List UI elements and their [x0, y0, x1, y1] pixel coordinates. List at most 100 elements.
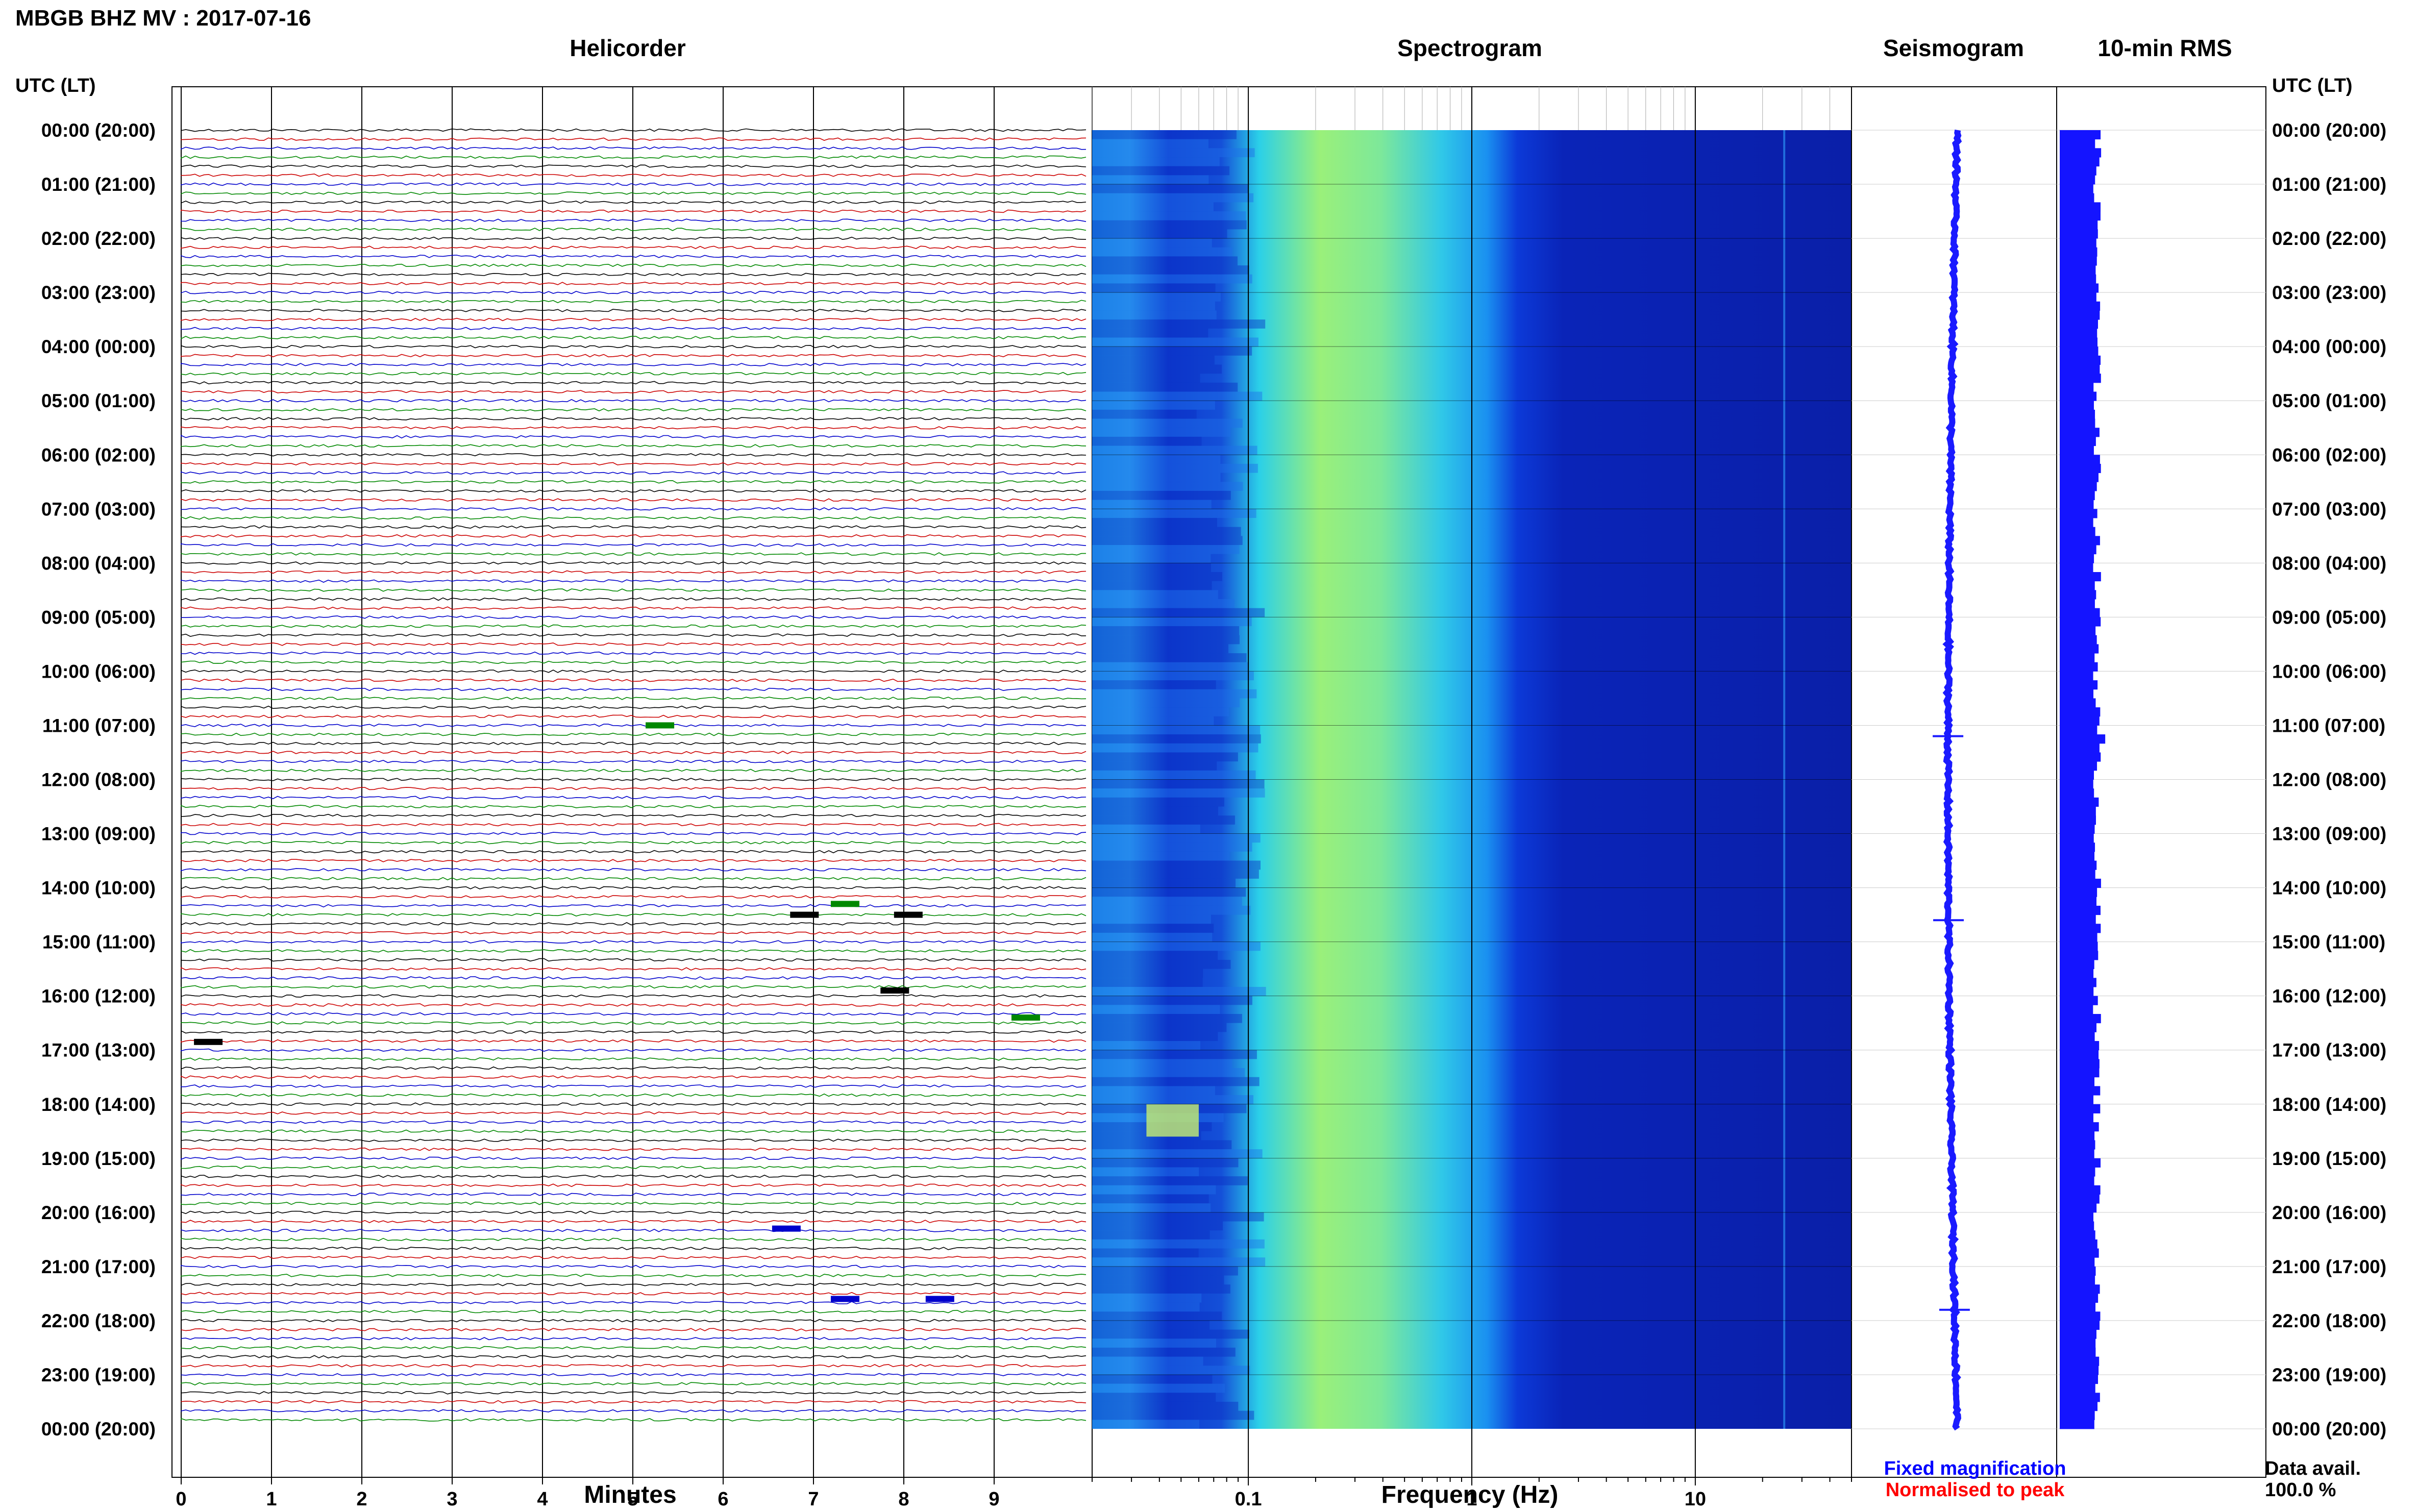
hour-label-right: 18:00 (14:00) — [2272, 1094, 2386, 1115]
helicorder-trace — [181, 579, 1087, 583]
rms-bar — [2060, 860, 2097, 870]
spectrogram-row — [1092, 932, 1213, 942]
spectrogram-row — [1092, 500, 1212, 509]
helicorder-frame — [171, 86, 1093, 1478]
rms-bar — [2060, 1366, 2099, 1375]
rms-bar — [2060, 1041, 2100, 1051]
helicorder-trace — [181, 1247, 1087, 1250]
helicorder-trace — [181, 1418, 1087, 1422]
hour-label-left: 19:00 (15:00) — [41, 1148, 156, 1169]
spectrogram-row — [1092, 752, 1238, 762]
helicorder-trace — [181, 1255, 1087, 1259]
rms-bar — [2060, 211, 2101, 221]
spectrogram-row — [1092, 301, 1215, 311]
rms-bar — [2060, 1104, 2101, 1113]
spectrogram-row — [1092, 1203, 1211, 1212]
spectrogram-row — [1092, 1366, 1250, 1375]
rms-bar — [2060, 1221, 2094, 1231]
rms-bar — [2060, 653, 2095, 663]
spectrogram-row — [1092, 455, 1221, 464]
spectrogram-row — [1092, 617, 1252, 627]
hour-label-right: 13:00 (09:00) — [2272, 824, 2386, 845]
helicorder-trace — [181, 1319, 1087, 1323]
rms-bar — [2060, 202, 2101, 212]
helicorder-trace — [181, 867, 1087, 872]
spectrogram-row — [1092, 951, 1218, 960]
rms-bar — [2060, 157, 2100, 167]
helicorder-trace — [181, 1093, 1087, 1097]
spectrogram-row — [1092, 653, 1247, 662]
minute-tick-label: 3 — [447, 1489, 457, 1510]
rms-bar — [2060, 662, 2098, 672]
helicorder-trace — [181, 697, 1087, 700]
helicorder-trace — [181, 994, 1087, 998]
rms-bar — [2060, 436, 2096, 447]
spectrogram-row — [1092, 941, 1261, 951]
rms-bar — [2060, 463, 2101, 474]
helicorder-trace — [181, 714, 1087, 718]
spectrogram-row — [1092, 1339, 1216, 1348]
helicorder-title: Helicorder — [570, 35, 686, 61]
spectrogram-row — [1092, 689, 1257, 699]
spectrogram-row — [1092, 1284, 1230, 1294]
spectrogram-row — [1092, 436, 1202, 446]
helicorder-event — [790, 911, 819, 918]
rms-bar — [2060, 1401, 2098, 1411]
rms-bar — [2060, 617, 2101, 627]
rms-bar — [2060, 1257, 2095, 1267]
helicorder-trace — [181, 435, 1087, 439]
helicorder-trace — [181, 850, 1087, 854]
helicorder-trace — [181, 832, 1087, 835]
rms-bar — [2060, 1158, 2101, 1168]
helicorder-trace — [181, 191, 1087, 195]
helicorder-trace — [181, 913, 1087, 916]
helicorder-trace — [181, 597, 1087, 601]
helicorder-trace — [181, 236, 1087, 240]
rms-panel — [2056, 86, 2266, 1478]
helicorder-panel — [171, 86, 1093, 1478]
rms-bar — [2060, 220, 2098, 230]
rms-bar — [2060, 851, 2095, 861]
helicorder-trace — [181, 1400, 1087, 1404]
helicorder-trace — [181, 796, 1087, 800]
spectrogram-row — [1092, 1221, 1223, 1231]
seismogram-title: Seismogram — [1883, 35, 2024, 61]
helicorder-trace — [181, 1337, 1087, 1341]
helicorder-trace — [181, 480, 1087, 484]
helicorder-trace — [181, 1274, 1087, 1277]
spectrogram-row — [1092, 517, 1217, 527]
hour-label-left: 21:00 (17:00) — [41, 1256, 156, 1277]
helicorder-trace — [181, 444, 1087, 448]
helicorder-trace — [181, 137, 1087, 141]
spectrogram-row — [1092, 139, 1208, 148]
spectrogram-row — [1092, 166, 1230, 176]
helicorder-event — [880, 987, 909, 994]
rms-bar — [2060, 337, 2097, 347]
helicorder-trace — [181, 877, 1087, 881]
spectrogram-row — [1092, 842, 1252, 852]
rms-bar — [2060, 689, 2094, 699]
rms-bar — [2060, 1302, 2096, 1312]
helicorder-trace — [181, 336, 1087, 340]
helicorder-trace — [181, 354, 1087, 358]
rms-bar — [2060, 1320, 2100, 1330]
helicorder-trace — [181, 1138, 1087, 1142]
rms-bar — [2060, 905, 2101, 915]
helicorder-trace — [181, 1012, 1087, 1016]
hour-label-left: 22:00 (18:00) — [41, 1310, 156, 1331]
helicorder-trace — [181, 201, 1087, 204]
helicorder-trace — [181, 922, 1087, 926]
helicorder-trace — [181, 1265, 1087, 1269]
rms-bar — [2060, 482, 2097, 491]
rms-bar — [2060, 635, 2097, 645]
helicorder-trace — [181, 1156, 1087, 1160]
rms-bar — [2060, 292, 2096, 302]
helicorder-trace — [181, 606, 1087, 610]
data-avail-value: 100.0 % — [2265, 1479, 2336, 1501]
hour-label-left: 18:00 (14:00) — [41, 1094, 156, 1115]
helicorder-trace — [181, 588, 1087, 592]
helicorder-trace — [181, 543, 1087, 547]
helicorder-trace — [181, 741, 1087, 746]
spectrogram-row — [1092, 1420, 1200, 1429]
spectrogram-row — [1092, 319, 1266, 329]
